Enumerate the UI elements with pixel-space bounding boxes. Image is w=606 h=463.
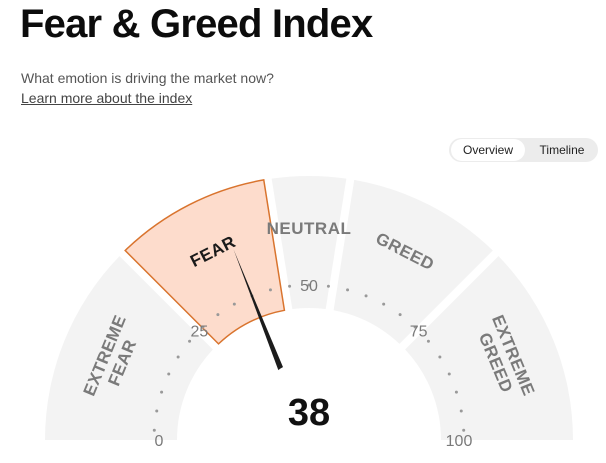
gauge-zone-extreme-fear — [45, 256, 213, 440]
scale-dot — [288, 284, 292, 288]
scale-dot — [346, 288, 350, 292]
scale-dot — [413, 325, 417, 329]
gauge-zone-fear — [124, 179, 286, 345]
gauge-tick-labels: 0 25 50 75 100 — [155, 278, 473, 450]
gauge-needle — [233, 249, 315, 443]
scale-dot — [447, 372, 451, 376]
scale-dot — [459, 409, 463, 413]
tick-label: 50 — [300, 278, 318, 295]
scale-dot — [201, 325, 205, 329]
gauge-zone-neutral — [271, 176, 347, 310]
scale-dot — [426, 339, 430, 343]
scale-dot — [462, 428, 466, 432]
scale-dot — [232, 302, 236, 306]
scale-dot — [454, 390, 458, 394]
timeline-tab[interactable]: Timeline — [539, 143, 585, 157]
scale-dot — [188, 339, 192, 343]
gauge-value: 38 — [288, 392, 330, 434]
scale-dot — [364, 294, 368, 298]
scale-dot — [167, 372, 171, 376]
scale-dot — [160, 390, 164, 394]
scale-dot — [155, 409, 159, 413]
learn-more-link[interactable]: Learn more about the index — [21, 90, 193, 106]
gauge-hub — [257, 360, 361, 463]
scale-dot — [398, 313, 402, 317]
tick-label: 25 — [191, 323, 209, 340]
scale-dot — [152, 428, 156, 432]
tick-label: 75 — [410, 323, 428, 340]
gauge-zone-greed — [333, 179, 493, 344]
zone-label-neutral: NEUTRAL — [267, 219, 352, 238]
gauge-zones — [45, 176, 573, 440]
scale-dot — [268, 288, 272, 292]
scale-dot — [176, 355, 180, 359]
scale-dot — [307, 283, 311, 287]
scale-dot — [216, 313, 220, 317]
page-subtitle: What emotion is driving the market now? — [21, 70, 274, 86]
scale-dot — [438, 355, 442, 359]
tick-label: 0 — [155, 433, 164, 450]
scale-dot — [382, 302, 386, 306]
page-title: Fear & Greed Index — [20, 2, 373, 46]
overview-tab[interactable]: Overview — [451, 139, 525, 161]
scale-dot — [326, 284, 330, 288]
gauge-zone-extreme-greed — [405, 256, 573, 440]
tick-label: 100 — [446, 433, 473, 450]
view-toggle: Overview Timeline — [449, 138, 598, 162]
